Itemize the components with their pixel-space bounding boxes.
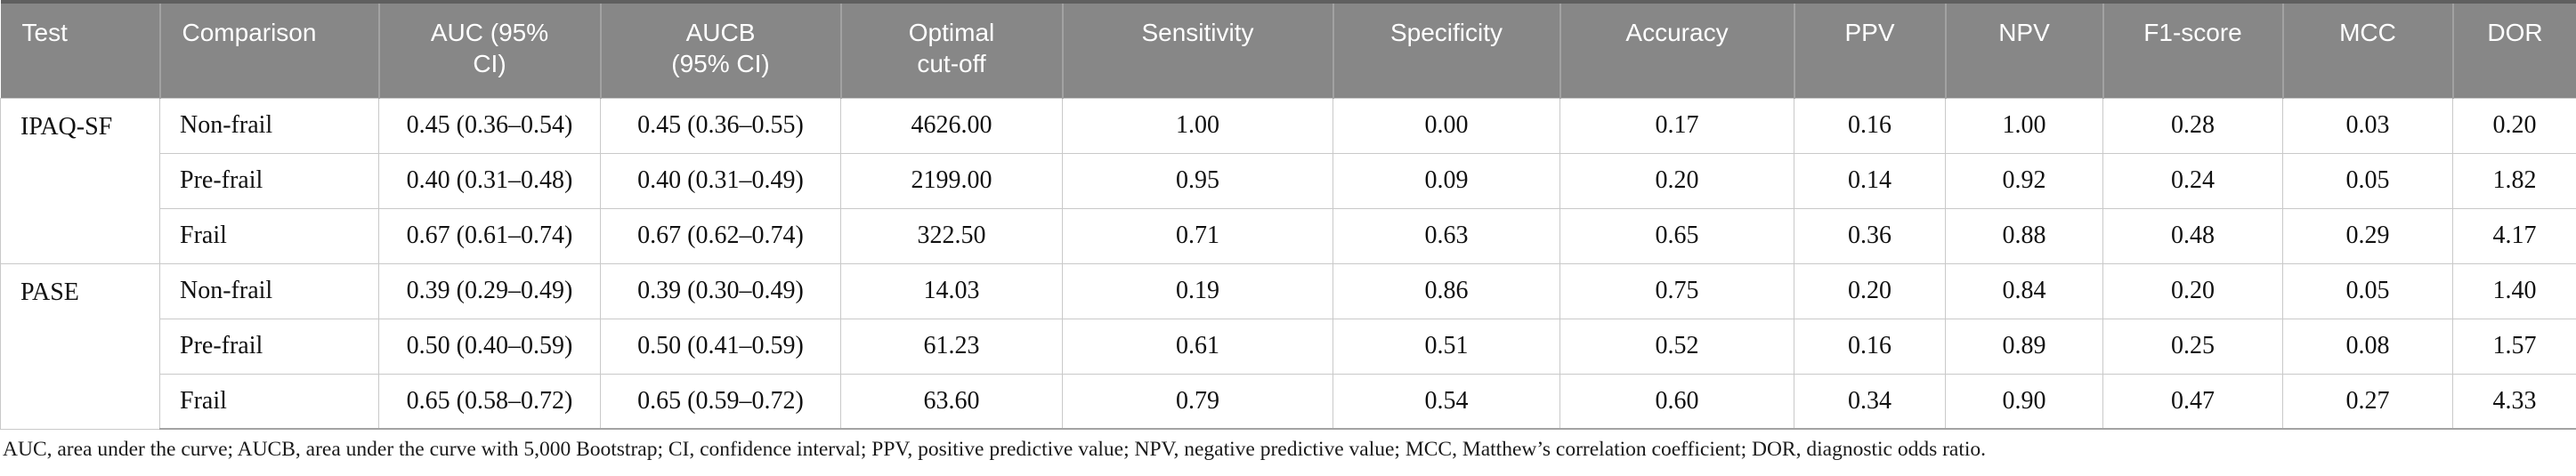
cell-auc: 0.67 (0.61–0.74) xyxy=(378,207,601,264)
cell-comparison: Pre-frail xyxy=(159,318,379,375)
column-header-sensitivity: Sensitivity xyxy=(1061,2,1333,98)
cell-npv: 0.84 xyxy=(1945,262,2103,319)
column-header-f1-score: F1-score xyxy=(2102,2,2283,98)
cell-dor: 1.57 xyxy=(2452,318,2576,375)
cell-specificity: 0.54 xyxy=(1333,373,1560,430)
cell-accuracy: 0.75 xyxy=(1559,262,1794,319)
table-row: Frail 0.67 (0.61–0.74) 0.67 (0.62–0.74) … xyxy=(1,207,2576,264)
cell-mcc: 0.05 xyxy=(2282,152,2453,209)
column-header-auc: AUC (95% CI) xyxy=(377,2,601,98)
cell-comparison: Pre-frail xyxy=(159,152,379,209)
cell-aucb: 0.40 (0.31–0.49) xyxy=(600,152,841,209)
cell-f1: 0.25 xyxy=(2102,318,2283,375)
cell-sensitivity: 1.00 xyxy=(1062,97,1333,154)
cell-ppv: 0.16 xyxy=(1794,97,1946,154)
column-header-auc-label: AUC (95% CI) xyxy=(430,19,549,77)
cell-dor: 0.20 xyxy=(2452,97,2576,154)
column-header-comparison: Comparison xyxy=(158,2,379,98)
cell-auc: 0.45 (0.36–0.54) xyxy=(378,97,601,154)
cell-cutoff: 322.50 xyxy=(840,207,1063,264)
cell-dor: 1.40 xyxy=(2452,262,2576,319)
column-header-optimal-cutoff: Optimal cut-off xyxy=(839,2,1063,98)
cell-accuracy: 0.65 xyxy=(1559,207,1794,264)
cell-aucb: 0.39 (0.30–0.49) xyxy=(600,262,841,319)
cell-f1: 0.47 xyxy=(2102,373,2283,430)
cell-f1: 0.24 xyxy=(2102,152,2283,209)
cell-specificity: 0.51 xyxy=(1333,318,1560,375)
cell-npv: 1.00 xyxy=(1945,97,2103,154)
cell-f1: 0.48 xyxy=(2102,207,2283,264)
cell-mcc: 0.27 xyxy=(2282,373,2453,430)
header-row: Test Comparison AUC (95% CI) AUCB (95% C… xyxy=(0,2,2576,98)
cell-comparison: Frail xyxy=(159,207,379,264)
column-header-specificity: Specificity xyxy=(1332,2,1560,98)
table-row: Pre-frail 0.40 (0.31–0.48) 0.40 (0.31–0.… xyxy=(1,152,2576,209)
cell-accuracy: 0.17 xyxy=(1559,97,1794,154)
cell-specificity: 0.86 xyxy=(1333,262,1560,319)
table-row: Pre-frail 0.50 (0.40–0.59) 0.50 (0.41–0.… xyxy=(1,318,2576,375)
column-header-test: Test xyxy=(0,2,160,98)
results-table: Test Comparison AUC (95% CI) AUCB (95% C… xyxy=(0,0,2576,430)
cell-mcc: 0.29 xyxy=(2282,207,2453,264)
column-header-aucb: AUCB (95% CI) xyxy=(599,2,841,98)
column-header-ppv: PPV xyxy=(1793,2,1946,98)
column-header-dor: DOR xyxy=(2451,2,2576,98)
cell-mcc: 0.05 xyxy=(2282,262,2453,319)
cell-auc: 0.39 (0.29–0.49) xyxy=(378,262,601,319)
cell-accuracy: 0.20 xyxy=(1559,152,1794,209)
table-row: Frail 0.65 (0.58–0.72) 0.65 (0.59–0.72) … xyxy=(1,373,2576,430)
table-row: IPAQ-SF Non-frail 0.45 (0.36–0.54) 0.45 … xyxy=(0,97,2576,264)
cell-specificity: 0.09 xyxy=(1333,152,1560,209)
cell-ppv: 0.16 xyxy=(1794,318,1946,375)
cell-auc: 0.40 (0.31–0.48) xyxy=(378,152,601,209)
cell-f1: 0.20 xyxy=(2102,262,2283,319)
cell-ppv: 0.34 xyxy=(1794,373,1946,430)
cell-aucb: 0.65 (0.59–0.72) xyxy=(600,373,841,430)
cell-comparison: Non-frail xyxy=(159,262,379,319)
cell-auc: 0.65 (0.58–0.72) xyxy=(378,373,601,430)
column-header-mcc: MCC xyxy=(2281,2,2453,98)
table-row: PASE Non-frail 0.39 (0.29–0.49) 0.39 (0.… xyxy=(0,262,2576,430)
cell-aucb: 0.67 (0.62–0.74) xyxy=(600,207,841,264)
column-header-npv: NPV xyxy=(1944,2,2103,98)
cell-sensitivity: 0.95 xyxy=(1062,152,1333,209)
cell-dor: 4.17 xyxy=(2452,207,2576,264)
column-header-aucb-label: AUCB (95% CI) xyxy=(671,19,770,77)
cell-ppv: 0.14 xyxy=(1794,152,1946,209)
cell-cutoff: 2199.00 xyxy=(840,152,1063,209)
cell-sensitivity: 0.19 xyxy=(1062,262,1333,319)
cell-sensitivity: 0.71 xyxy=(1062,207,1333,264)
cell-specificity: 0.00 xyxy=(1333,97,1560,154)
cell-auc: 0.50 (0.40–0.59) xyxy=(378,318,601,375)
cell-npv: 0.88 xyxy=(1945,207,2103,264)
cell-sensitivity: 0.61 xyxy=(1062,318,1333,375)
cell-sensitivity: 0.79 xyxy=(1062,373,1333,430)
cell-ppv: 0.20 xyxy=(1794,262,1946,319)
column-header-accuracy: Accuracy xyxy=(1559,2,1794,98)
cell-test-group: IPAQ-SF xyxy=(0,97,160,264)
cell-specificity: 0.63 xyxy=(1333,207,1560,264)
cell-cutoff: 14.03 xyxy=(840,262,1063,319)
table-footnote: AUC, area under the curve; AUCB, area un… xyxy=(3,438,1987,461)
cell-f1: 0.28 xyxy=(2102,97,2283,154)
cell-npv: 0.89 xyxy=(1945,318,2103,375)
cell-cutoff: 4626.00 xyxy=(840,97,1063,154)
cell-aucb: 0.50 (0.41–0.59) xyxy=(600,318,841,375)
cell-accuracy: 0.60 xyxy=(1559,373,1794,430)
cell-comparison: Frail xyxy=(159,373,379,430)
cell-comparison: Non-frail xyxy=(159,97,379,154)
cell-npv: 0.90 xyxy=(1945,373,2103,430)
cell-mcc: 0.03 xyxy=(2282,97,2453,154)
cell-npv: 0.92 xyxy=(1945,152,2103,209)
cell-ppv: 0.36 xyxy=(1794,207,1946,264)
cell-dor: 4.33 xyxy=(2452,373,2576,430)
cell-mcc: 0.08 xyxy=(2282,318,2453,375)
column-header-optimal-cutoff-label: Optimal cut-off xyxy=(908,19,995,77)
cell-accuracy: 0.52 xyxy=(1559,318,1794,375)
cell-cutoff: 63.60 xyxy=(840,373,1063,430)
cell-dor: 1.82 xyxy=(2452,152,2576,209)
cell-cutoff: 61.23 xyxy=(840,318,1063,375)
cell-test-group: PASE xyxy=(0,262,160,430)
cell-aucb: 0.45 (0.36–0.55) xyxy=(600,97,841,154)
